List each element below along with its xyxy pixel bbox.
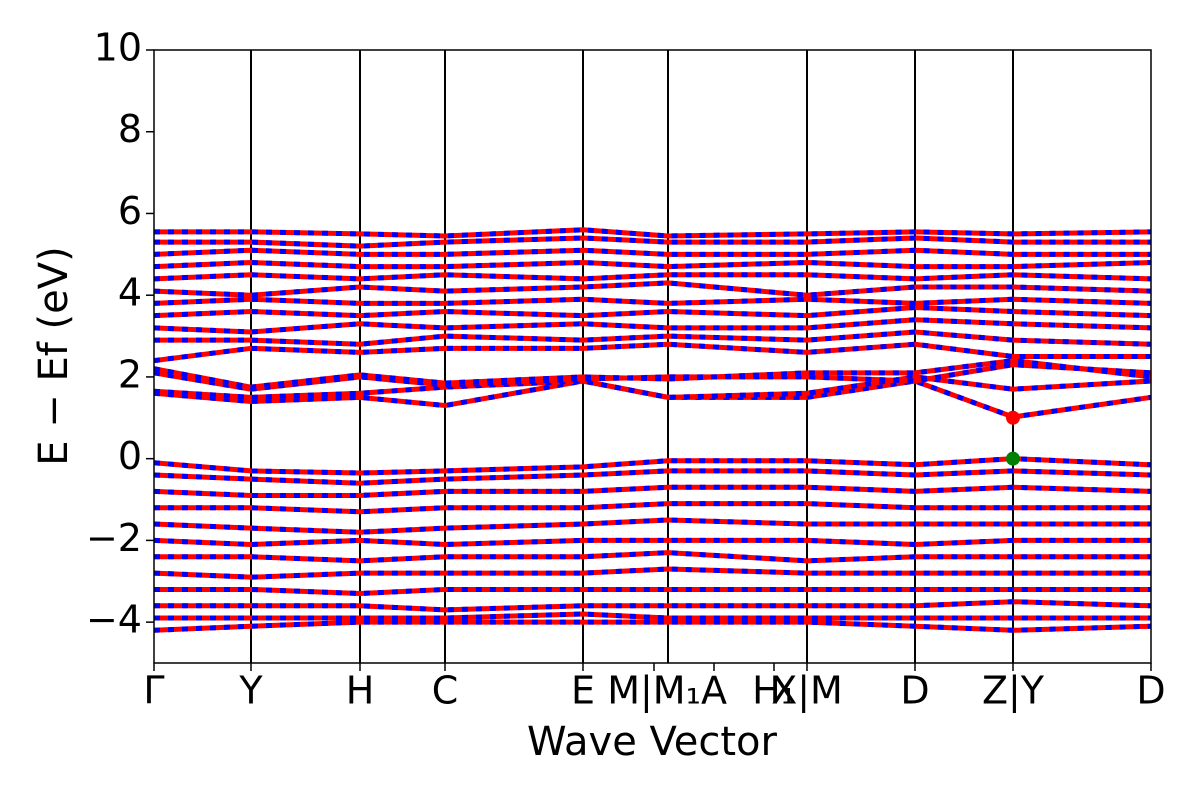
x-tick-label: Z|Y [982, 669, 1045, 714]
band-line [154, 341, 1151, 364]
band-edge-point [1006, 451, 1020, 466]
band-line [154, 566, 1151, 580]
x-tick-label: H₁ [752, 669, 796, 713]
band-line [154, 586, 1151, 597]
band-line-dash [154, 358, 1151, 390]
y-tick-label: 4 [118, 271, 142, 315]
band-line [154, 517, 1151, 535]
band-line [154, 599, 1151, 613]
x-tick-label: M|M₁ [607, 669, 701, 714]
band-line [154, 260, 1151, 270]
plot-frame [153, 49, 1152, 664]
band-line [154, 227, 1151, 239]
x-axis-label: Wave Vector [527, 719, 778, 765]
band-line [154, 611, 1151, 621]
band-line [154, 537, 1151, 547]
y-tick-label: 0 [118, 434, 142, 478]
x-tick-label: A [701, 669, 727, 713]
band-line [154, 247, 1151, 257]
y-tick-label: 8 [118, 107, 142, 151]
x-tick-label: Γ [143, 669, 164, 713]
band-line [154, 456, 1151, 476]
band-line [154, 272, 1151, 282]
band-line-dash [154, 374, 1151, 400]
x-tick-label: D [900, 669, 929, 713]
y-tick-label: 6 [118, 189, 142, 233]
y-tick-label: 10 [94, 26, 142, 70]
band-line [154, 619, 1151, 633]
band-line-dash [154, 362, 1151, 392]
x-tick-label: D [1136, 669, 1165, 713]
x-tick-label: Y [238, 669, 263, 713]
y-tick-label: −2 [86, 516, 142, 560]
band-line [154, 484, 1151, 498]
band-line [154, 550, 1151, 564]
band-line [154, 501, 1151, 515]
band-line [154, 468, 1151, 486]
x-tick-label: C [432, 669, 459, 713]
y-tick-label: 2 [118, 352, 142, 396]
band-line [154, 235, 1151, 249]
band-line [154, 296, 1151, 306]
x-tick-label: H [346, 669, 375, 713]
x-tick-label: E [571, 669, 595, 713]
band-line [154, 317, 1151, 335]
x-tick-label: X|M [771, 669, 843, 714]
band-edge-point [1006, 410, 1020, 425]
band-line [154, 304, 1151, 319]
y-axis-label: E − Ef (eV) [31, 246, 77, 465]
y-tick-label: −4 [86, 598, 142, 642]
band-line [154, 280, 1151, 298]
band-line [154, 329, 1151, 347]
